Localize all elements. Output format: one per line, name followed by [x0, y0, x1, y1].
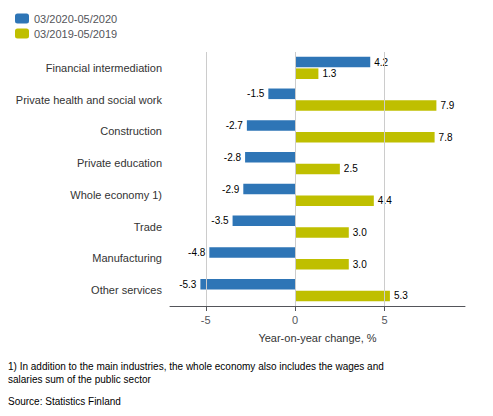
svg-text:salaries sum of the public sec: salaries sum of the public sector	[8, 374, 152, 385]
svg-text:03/2019-05/2019: 03/2019-05/2019	[34, 28, 117, 40]
svg-text:-3.5: -3.5	[211, 215, 229, 226]
svg-text:3.0: 3.0	[353, 259, 367, 270]
svg-text:Manufacturing: Manufacturing	[92, 252, 162, 264]
svg-text:4.4: 4.4	[377, 195, 392, 207]
svg-text:Year-on-year change, %: Year-on-year change, %	[258, 332, 376, 344]
svg-text:2.5: 2.5	[344, 163, 358, 174]
svg-text:Private education: Private education	[77, 157, 162, 169]
svg-text:1) In addition to the main ind: 1) In addition to the main industries, t…	[8, 361, 384, 372]
svg-text:-2.9: -2.9	[222, 184, 240, 195]
svg-text:Other services: Other services	[91, 284, 162, 296]
svg-text:5.3: 5.3	[394, 290, 408, 301]
svg-text:3.0: 3.0	[353, 227, 367, 238]
svg-text:Source: Statistics Finland: Source: Statistics Finland	[8, 396, 121, 407]
svg-text:-2.8: -2.8	[224, 152, 242, 163]
svg-text:Whole economy 1): Whole economy 1)	[70, 189, 162, 201]
svg-text:5: 5	[381, 314, 387, 326]
svg-text:03/2020-05/2020: 03/2020-05/2020	[34, 13, 117, 25]
svg-text:-4.8: -4.8	[188, 247, 206, 258]
svg-text:Financial intermediation: Financial intermediation	[46, 62, 162, 74]
svg-text:-5: -5	[201, 314, 211, 326]
svg-text:-5.3: -5.3	[179, 279, 197, 290]
svg-text:-1.5: -1.5	[247, 88, 265, 99]
svg-text:-2.7: -2.7	[226, 120, 244, 131]
svg-text:Construction: Construction	[100, 125, 162, 137]
svg-text:Trade: Trade	[134, 221, 162, 233]
svg-text:1.3: 1.3	[322, 68, 336, 79]
svg-text:Private health and social work: Private health and social work	[16, 94, 163, 106]
svg-text:0: 0	[292, 314, 298, 326]
svg-text:7.9: 7.9	[440, 100, 454, 111]
svg-text:4.2: 4.2	[374, 57, 388, 68]
svg-text:7.8: 7.8	[439, 132, 453, 143]
